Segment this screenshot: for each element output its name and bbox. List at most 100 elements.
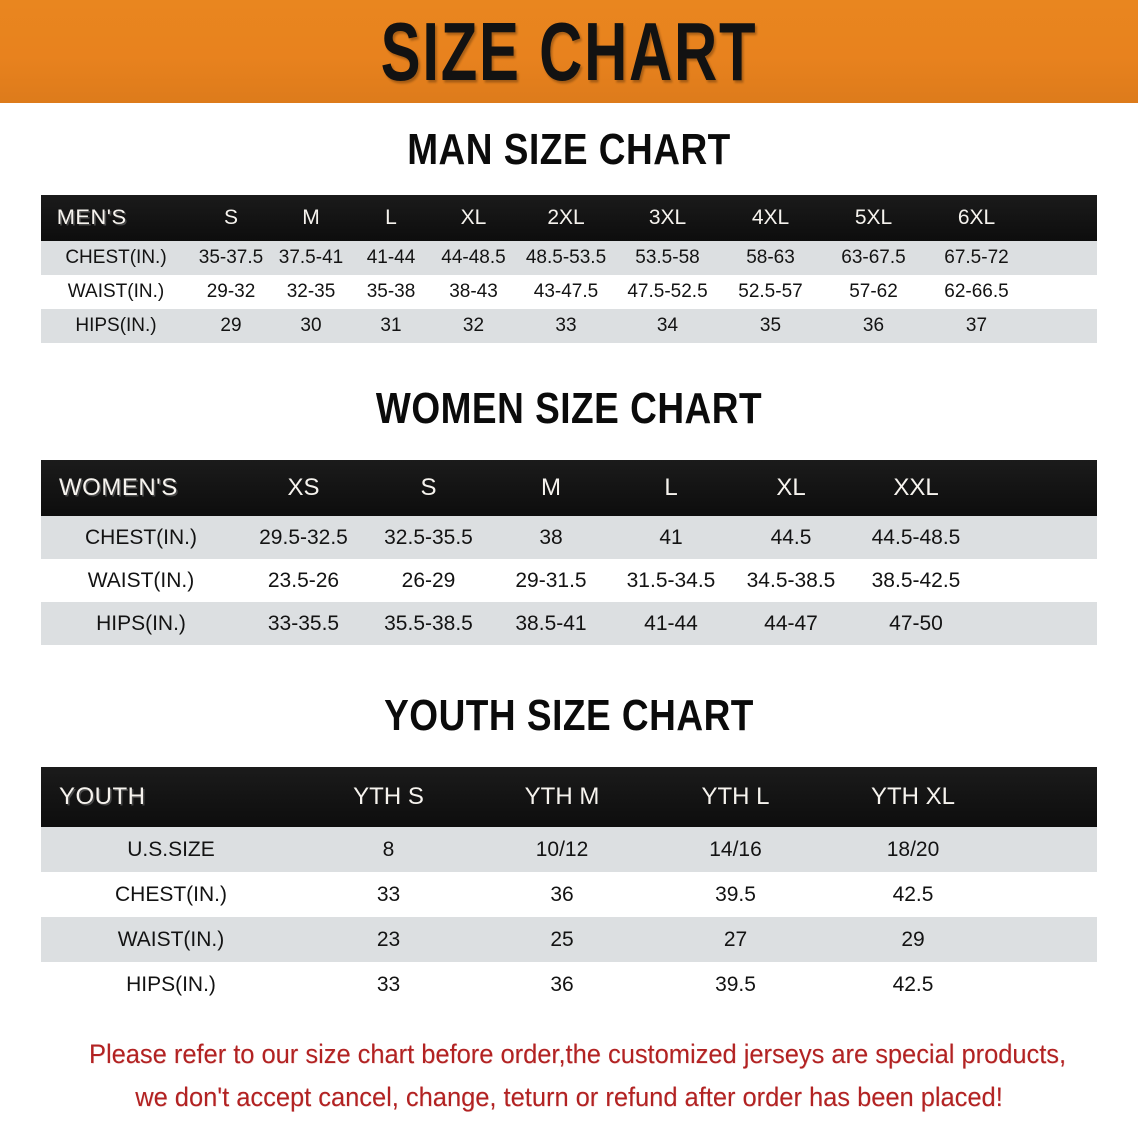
man-row-waist: WAIST(IN.) 29-32 32-35 35-38 38-43 43-47… — [41, 275, 1097, 309]
man-cell: 52.5-57 — [738, 281, 803, 302]
man-col-header-s: S — [223, 206, 238, 229]
youth-cell: 36 — [550, 972, 574, 996]
women-row-label-waist: WAIST(IN.) — [87, 568, 195, 592]
man-col-header-6xl: 6XL — [957, 206, 996, 229]
women-cell: 26-29 — [401, 568, 456, 592]
youth-size-table: YOUTH YTH S YTH M YTH L YTH XL U.S.SIZE … — [41, 767, 1097, 1007]
youth-row-label-waist: WAIST(IN.) — [117, 927, 225, 951]
youth-table-header-row: YOUTH YTH S YTH M YTH L YTH XL — [41, 767, 1097, 827]
women-cell: 29-31.5 — [515, 568, 587, 592]
man-cell: 37 — [965, 315, 988, 336]
footer-disclaimer-line-1: Please refer to our size chart before or… — [89, 1039, 1067, 1069]
youth-col-header-yth-s: YTH S — [353, 783, 424, 810]
youth-header-label: YOUTH — [59, 783, 146, 810]
women-row-hips: HIPS(IN.) 33-35.5 35.5-38.5 38.5-41 41-4… — [41, 602, 1097, 645]
man-cell: 35 — [759, 315, 782, 336]
youth-cell: 36 — [550, 882, 574, 906]
banner-title: SIZE CHART — [380, 5, 758, 98]
youth-col-header-yth-xl: YTH XL — [870, 783, 956, 810]
youth-cell: 42.5 — [892, 882, 934, 906]
youth-row-label-hips: HIPS(IN.) — [126, 972, 216, 996]
man-col-header-2xl: 2XL — [547, 206, 585, 229]
women-table-body: WOMEN'S XS S M L XL XXL CHEST(IN.) 29.5-… — [41, 460, 1097, 645]
man-cell-spacer — [1028, 309, 1097, 343]
youth-cell: 29 — [901, 927, 925, 951]
women-cell: 34.5-38.5 — [746, 568, 836, 592]
man-cell: 63-67.5 — [841, 247, 906, 268]
man-row-chest: CHEST(IN.) 35-37.5 37.5-41 41-44 44-48.5… — [41, 241, 1097, 275]
footer-disclaimer: Please refer to our size chart before or… — [89, 1033, 1067, 1119]
women-cell: 41 — [659, 525, 683, 549]
man-cell: 29 — [220, 315, 242, 336]
youth-row-label-chest: CHEST(IN.) — [115, 882, 227, 906]
youth-row-us-size: U.S.SIZE 8 10/12 14/16 18/20 — [41, 827, 1097, 872]
man-cell: 62-66.5 — [944, 281, 1009, 302]
man-cell-spacer — [1028, 241, 1097, 275]
youth-table-body: YOUTH YTH S YTH M YTH L YTH XL U.S.SIZE … — [41, 767, 1097, 1007]
man-table-header-row: MEN'S S M L XL 2XL 3XL 4XL 5XL 6XL — [41, 195, 1097, 241]
man-col-header-xl: XL — [460, 206, 487, 229]
women-col-header-xxl: XXL — [893, 474, 939, 501]
man-cell: 44-48.5 — [441, 247, 506, 268]
man-row-hips: HIPS(IN.) 29 30 31 32 33 34 35 36 37 — [41, 309, 1097, 343]
man-header-label: MEN'S — [56, 206, 127, 229]
man-col-header-l: L — [385, 206, 397, 229]
women-cell: 23.5-26 — [267, 568, 340, 592]
man-cell: 30 — [300, 315, 322, 336]
man-col-header-3xl: 3XL — [648, 206, 687, 229]
man-size-table: MEN'S S M L XL 2XL 3XL 4XL 5XL 6XL CHEST… — [41, 195, 1097, 343]
women-col-header-xl: XL — [776, 474, 806, 501]
youth-cell: 39.5 — [715, 882, 756, 906]
women-cell: 47-50 — [889, 611, 943, 635]
man-cell: 36 — [862, 315, 885, 336]
man-cell: 57-62 — [849, 281, 898, 302]
youth-col-header-yth-l: YTH L — [701, 783, 770, 810]
footer-disclaimer-line-2: we don't accept cancel, change, teturn o… — [135, 1081, 1003, 1112]
man-cell: 32 — [462, 315, 485, 336]
women-row-label-chest: CHEST(IN.) — [85, 525, 197, 549]
man-cell: 29-32 — [206, 281, 256, 302]
man-row-label-hips: HIPS(IN.) — [75, 315, 157, 336]
youth-cell: 42.5 — [892, 972, 934, 996]
youth-cell: 25 — [550, 927, 574, 951]
youth-cell: 8 — [382, 837, 395, 861]
women-cell: 44.5-48.5 — [871, 525, 961, 549]
women-section-title: WOMEN SIZE CHART — [375, 384, 763, 433]
women-row-waist: WAIST(IN.) 23.5-26 26-29 29-31.5 31.5-34… — [41, 559, 1097, 602]
youth-row-chest: CHEST(IN.) 33 36 39.5 42.5 — [41, 872, 1097, 917]
youth-cell: 27 — [723, 927, 748, 951]
youth-cell: 14/16 — [709, 837, 762, 861]
man-row-label-waist: WAIST(IN.) — [67, 281, 165, 302]
women-cell-spacer — [981, 602, 1097, 645]
man-col-header-5xl: 5XL — [854, 206, 893, 229]
youth-cell: 39.5 — [715, 972, 756, 996]
women-cell: 44-47 — [764, 611, 818, 635]
man-section-title: MAN SIZE CHART — [407, 125, 731, 174]
youth-cell: 18/20 — [886, 837, 940, 861]
man-row-label-chest: CHEST(IN.) — [65, 247, 167, 268]
women-cell: 31.5-34.5 — [626, 568, 716, 592]
youth-cell-spacer — [1003, 917, 1097, 962]
man-cell: 35-38 — [366, 281, 416, 302]
women-row-label-hips: HIPS(IN.) — [96, 611, 186, 635]
man-cell: 35-37.5 — [198, 247, 264, 268]
women-col-header-spacer — [981, 460, 1097, 516]
women-col-header-s: S — [420, 474, 437, 501]
women-cell-spacer — [981, 516, 1097, 559]
man-size-table-wrapper: MEN'S S M L XL 2XL 3XL 4XL 5XL 6XL CHEST… — [41, 195, 1097, 343]
women-col-header-m: M — [541, 474, 561, 501]
women-cell: 38.5-41 — [515, 611, 587, 635]
youth-cell: 10/12 — [535, 837, 589, 861]
man-cell: 41-44 — [366, 247, 416, 268]
women-cell: 38.5-42.5 — [871, 568, 961, 592]
man-cell: 58-63 — [746, 247, 795, 268]
man-col-header-spacer — [1028, 195, 1097, 241]
man-cell: 43-47.5 — [533, 281, 599, 302]
man-cell: 48.5-53.5 — [525, 247, 607, 268]
women-col-header-xs: XS — [287, 474, 320, 501]
women-table-header-row: WOMEN'S XS S M L XL XXL — [41, 460, 1097, 516]
women-size-table-wrapper: WOMEN'S XS S M L XL XXL CHEST(IN.) 29.5-… — [41, 460, 1097, 645]
man-cell-spacer — [1028, 275, 1097, 309]
women-cell: 35.5-38.5 — [384, 611, 473, 635]
youth-col-header-spacer — [1003, 767, 1097, 827]
